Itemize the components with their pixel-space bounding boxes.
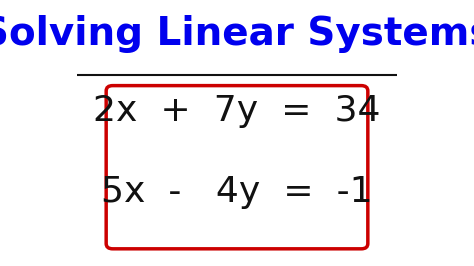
Text: Solving Linear Systems: Solving Linear Systems xyxy=(0,15,474,53)
Text: 2x  +  7y  =  34: 2x + 7y = 34 xyxy=(93,94,381,128)
Text: 5x  -   4y  =  -1: 5x - 4y = -1 xyxy=(101,175,373,209)
FancyBboxPatch shape xyxy=(106,86,368,249)
